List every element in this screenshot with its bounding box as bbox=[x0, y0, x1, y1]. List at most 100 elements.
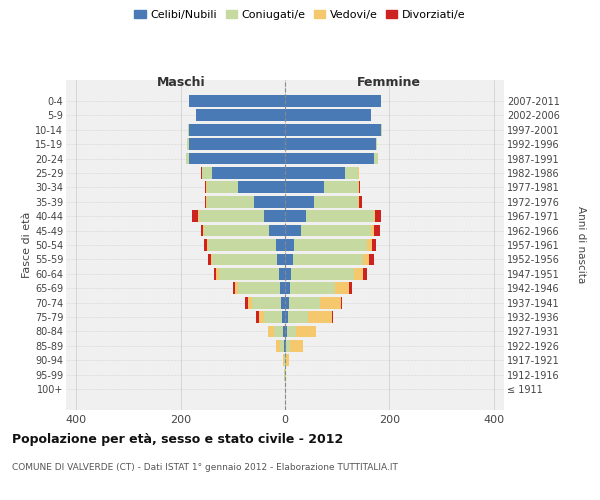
Bar bbox=[285, 95, 382, 107]
Bar bbox=[363, 254, 370, 266]
Bar bbox=[254, 196, 285, 207]
Bar bbox=[324, 182, 358, 194]
Bar bbox=[371, 239, 376, 251]
Bar bbox=[207, 196, 254, 207]
Bar bbox=[335, 282, 349, 294]
Bar bbox=[283, 311, 285, 323]
Bar bbox=[238, 182, 285, 194]
Bar bbox=[212, 254, 277, 266]
Bar bbox=[285, 296, 289, 308]
Bar bbox=[188, 95, 285, 107]
Bar bbox=[320, 296, 341, 308]
Bar bbox=[211, 254, 212, 266]
Bar bbox=[233, 282, 235, 294]
Bar bbox=[285, 152, 374, 164]
Bar bbox=[268, 326, 274, 338]
Bar bbox=[186, 152, 188, 164]
Legend: Celibi/Nubili, Coniugati/e, Vedovi/e, Divorziati/e: Celibi/Nubili, Coniugati/e, Vedovi/e, Di… bbox=[130, 6, 470, 25]
Bar bbox=[285, 138, 376, 150]
Bar bbox=[256, 311, 259, 323]
Bar bbox=[285, 340, 286, 352]
Bar bbox=[219, 268, 279, 280]
Bar bbox=[293, 254, 363, 266]
Text: Femmine: Femmine bbox=[357, 76, 421, 90]
Bar bbox=[290, 282, 335, 294]
Bar bbox=[280, 340, 284, 352]
Bar bbox=[248, 296, 252, 308]
Bar bbox=[374, 152, 378, 164]
Bar bbox=[285, 254, 293, 266]
Bar bbox=[283, 354, 284, 366]
Bar bbox=[285, 167, 345, 179]
Bar bbox=[204, 239, 207, 251]
Bar bbox=[203, 224, 204, 236]
Bar bbox=[280, 282, 285, 294]
Bar bbox=[252, 296, 281, 308]
Bar bbox=[375, 210, 382, 222]
Bar bbox=[291, 268, 354, 280]
Bar bbox=[207, 182, 238, 194]
Bar bbox=[264, 311, 283, 323]
Bar bbox=[349, 282, 352, 294]
Bar bbox=[285, 124, 382, 136]
Bar bbox=[214, 268, 216, 280]
Bar bbox=[308, 311, 332, 323]
Bar bbox=[374, 224, 380, 236]
Bar bbox=[363, 268, 367, 280]
Bar bbox=[269, 224, 285, 236]
Y-axis label: Fasce di età: Fasce di età bbox=[22, 212, 32, 278]
Text: Popolazione per età, sesso e stato civile - 2012: Popolazione per età, sesso e stato civil… bbox=[12, 432, 343, 446]
Bar bbox=[286, 354, 289, 366]
Bar bbox=[287, 326, 296, 338]
Bar bbox=[306, 210, 374, 222]
Bar bbox=[287, 311, 308, 323]
Bar bbox=[275, 239, 285, 251]
Bar bbox=[200, 224, 203, 236]
Bar bbox=[198, 210, 199, 222]
Bar bbox=[264, 210, 285, 222]
Bar bbox=[285, 110, 371, 121]
Bar bbox=[235, 282, 238, 294]
Bar bbox=[285, 210, 306, 222]
Bar bbox=[205, 182, 206, 194]
Bar bbox=[332, 311, 333, 323]
Bar bbox=[205, 196, 206, 207]
Bar bbox=[284, 340, 285, 352]
Bar bbox=[285, 224, 301, 236]
Bar bbox=[370, 254, 374, 266]
Bar bbox=[202, 167, 212, 179]
Bar bbox=[212, 167, 285, 179]
Bar bbox=[187, 138, 188, 150]
Bar bbox=[199, 210, 264, 222]
Bar bbox=[358, 196, 359, 207]
Bar bbox=[314, 196, 358, 207]
Bar bbox=[290, 340, 303, 352]
Bar bbox=[284, 354, 285, 366]
Bar bbox=[238, 282, 280, 294]
Bar bbox=[286, 340, 290, 352]
Bar bbox=[208, 254, 211, 266]
Bar bbox=[188, 124, 285, 136]
Bar bbox=[285, 311, 287, 323]
Bar bbox=[188, 138, 285, 150]
Bar bbox=[216, 268, 219, 280]
Bar bbox=[371, 224, 374, 236]
Bar bbox=[285, 239, 295, 251]
Bar bbox=[285, 282, 290, 294]
Bar bbox=[359, 196, 362, 207]
Bar bbox=[245, 296, 248, 308]
Bar bbox=[204, 224, 269, 236]
Bar bbox=[279, 268, 285, 280]
Bar bbox=[191, 210, 198, 222]
Bar bbox=[281, 296, 285, 308]
Bar bbox=[285, 354, 286, 366]
Bar bbox=[296, 326, 316, 338]
Bar bbox=[285, 326, 287, 338]
Y-axis label: Anni di nascita: Anni di nascita bbox=[577, 206, 586, 284]
Bar bbox=[341, 296, 343, 308]
Text: COMUNE DI VALVERDE (CT) - Dati ISTAT 1° gennaio 2012 - Elaborazione TUTTITALIA.I: COMUNE DI VALVERDE (CT) - Dati ISTAT 1° … bbox=[12, 462, 398, 471]
Bar bbox=[285, 196, 314, 207]
Bar bbox=[285, 182, 324, 194]
Bar bbox=[295, 239, 367, 251]
Bar bbox=[345, 167, 358, 179]
